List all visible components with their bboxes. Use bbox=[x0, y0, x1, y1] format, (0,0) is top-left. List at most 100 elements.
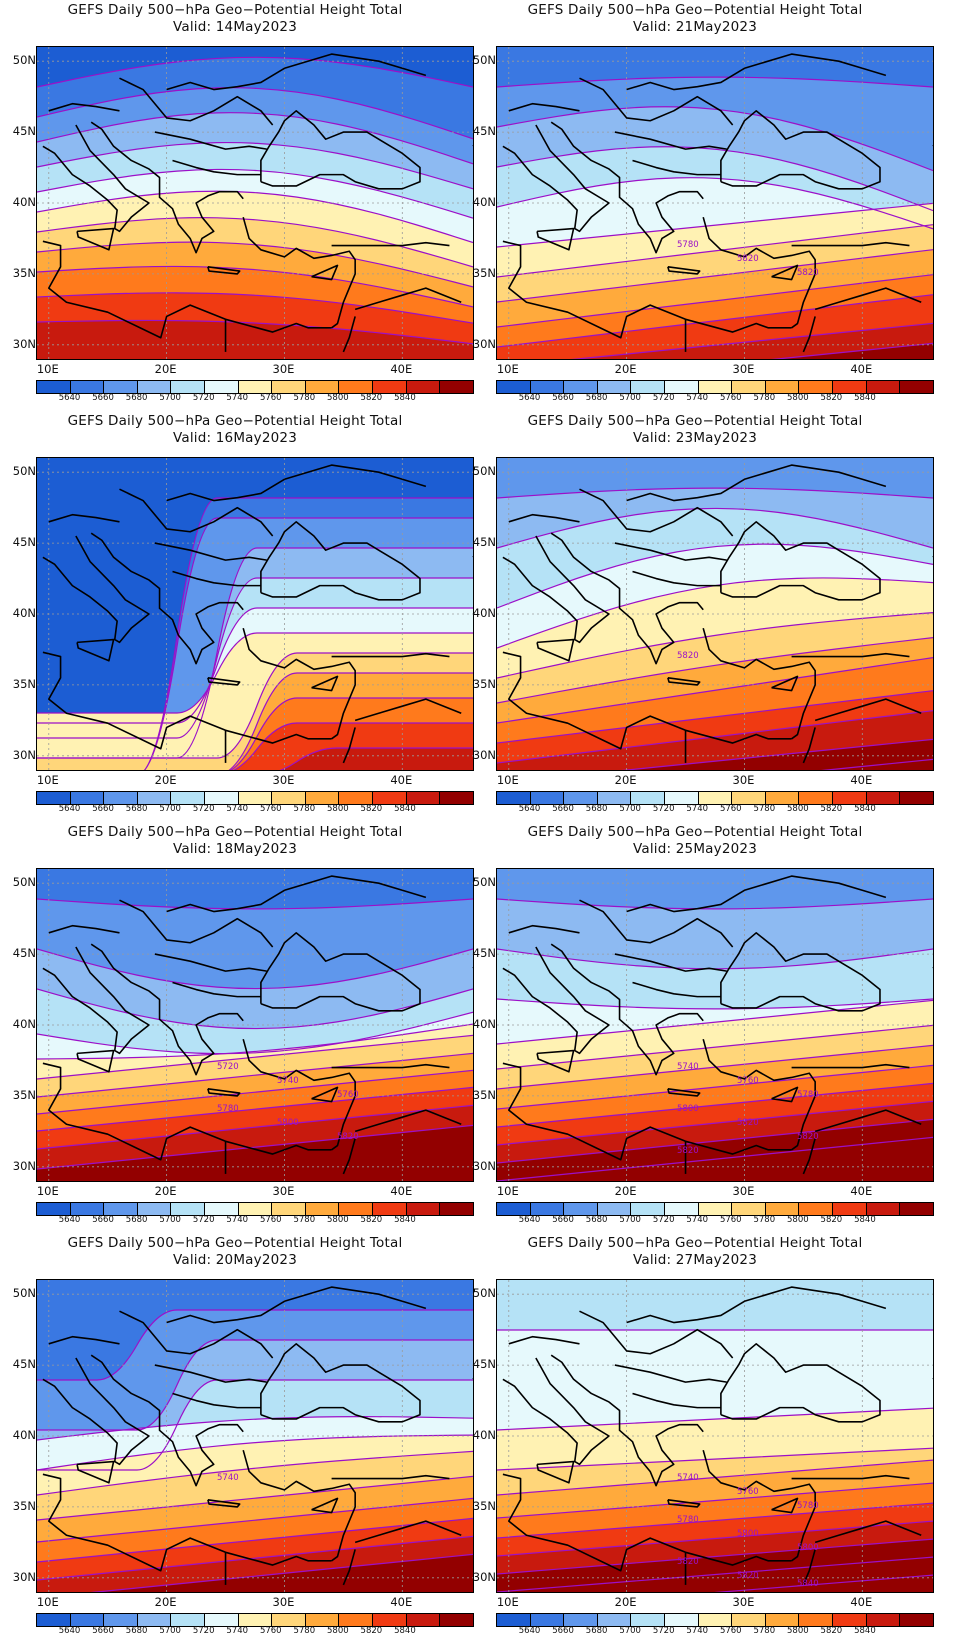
contour-label: 5720 bbox=[217, 1062, 239, 1072]
colorbar bbox=[36, 380, 474, 394]
coastline bbox=[536, 1049, 575, 1073]
coastline bbox=[154, 542, 267, 561]
colorbar-swatch bbox=[900, 1203, 933, 1215]
contour-line bbox=[37, 1450, 473, 1496]
map-area: 5780 5820 5820 bbox=[496, 46, 934, 360]
contour-line bbox=[497, 224, 933, 278]
contour-line bbox=[230, 697, 473, 770]
colorbar-swatch bbox=[205, 381, 239, 393]
colorbar-swatch bbox=[104, 381, 138, 393]
lat-tick-label: 45N bbox=[472, 124, 496, 139]
contour-line bbox=[620, 738, 933, 770]
coastline bbox=[720, 932, 881, 1012]
contour-line bbox=[279, 747, 473, 770]
contour-line bbox=[37, 1497, 473, 1543]
map-area: 5740 5760 5780 5780 5800 5800 5820 5820 5840 bbox=[496, 1279, 934, 1593]
colorbar-swatch bbox=[833, 792, 867, 804]
coastline bbox=[536, 227, 575, 251]
contour-line bbox=[497, 1482, 933, 1519]
colorbar-swatch bbox=[171, 1614, 206, 1626]
colorbar-swatch bbox=[272, 1203, 306, 1215]
colorbar-swatch bbox=[272, 381, 306, 393]
colorbar-swatch bbox=[597, 1614, 632, 1626]
lat-tick-label: 50N bbox=[12, 875, 36, 890]
colorbar-label: 5780 bbox=[753, 1215, 776, 1225]
colorbar-swatch bbox=[833, 381, 867, 393]
colorbar-label: 5660 bbox=[552, 393, 574, 403]
contour-label: 5780 bbox=[677, 240, 699, 250]
contour-line bbox=[37, 988, 473, 1030]
coastline bbox=[614, 542, 727, 561]
colorbar-label: 5660 bbox=[552, 804, 574, 814]
coastline bbox=[579, 899, 734, 948]
colorbar-swatch bbox=[530, 792, 565, 804]
coastline bbox=[207, 266, 241, 275]
coastline bbox=[702, 216, 816, 329]
coastline bbox=[331, 1474, 450, 1480]
contour-label: 5760 bbox=[737, 1487, 759, 1497]
coastline bbox=[354, 1109, 462, 1133]
contour-line bbox=[820, 758, 933, 770]
colorbar-swatch bbox=[406, 1614, 441, 1626]
contour-line bbox=[497, 1502, 933, 1539]
colorbar-swatch bbox=[698, 1203, 733, 1215]
colorbar-swatch bbox=[665, 381, 699, 393]
panel-title: GEFS Daily 500−hPa Geo−Potential Height … bbox=[67, 1235, 403, 1268]
colorbar-label: 5780 bbox=[293, 1626, 316, 1636]
coastline bbox=[814, 1520, 922, 1544]
colorbar-label: 5760 bbox=[259, 1626, 282, 1636]
colorbar-swatch bbox=[597, 1203, 632, 1215]
colorbar-swatch bbox=[497, 1203, 531, 1215]
contour-line bbox=[497, 1447, 933, 1471]
colorbar-label: 5760 bbox=[259, 393, 282, 403]
coastline bbox=[771, 1497, 799, 1514]
panel-21may: GEFS Daily 500−hPa Geo−Potential Height … bbox=[460, 0, 934, 406]
contour-line bbox=[37, 1416, 473, 1441]
contour-line bbox=[497, 1136, 933, 1181]
coastline bbox=[90, 532, 244, 665]
coastline bbox=[331, 652, 450, 658]
coastline bbox=[626, 464, 887, 502]
panel-16may: GEFS Daily 500−hPa Geo−Potential Height … bbox=[0, 411, 474, 817]
coastline bbox=[502, 124, 610, 233]
panel-14may: GEFS Daily 500−hPa Geo−Potential Height … bbox=[0, 0, 474, 406]
colorbar-swatch bbox=[597, 792, 632, 804]
colorbar-label: 5820 bbox=[820, 393, 843, 403]
colorbar-label: 5820 bbox=[360, 804, 383, 814]
colorbar-swatch bbox=[37, 1203, 71, 1215]
lat-tick-label: 45N bbox=[12, 124, 36, 139]
colorbar-label: 5780 bbox=[753, 804, 776, 814]
colorbar-swatch bbox=[373, 1203, 407, 1215]
lat-tick-label: 35N bbox=[472, 676, 496, 691]
contour-line bbox=[233, 722, 473, 770]
colorbar-label: 5660 bbox=[92, 1626, 114, 1636]
coastline bbox=[42, 1357, 150, 1466]
coastline bbox=[550, 121, 704, 254]
lat-tick-label: 35N bbox=[472, 1498, 496, 1513]
lat-tick-label: 30N bbox=[472, 336, 496, 351]
coastline bbox=[166, 1286, 427, 1324]
colorbar-label: 5680 bbox=[125, 1626, 148, 1636]
colorbar-label: 5660 bbox=[92, 393, 114, 403]
colorbar-label: 5840 bbox=[394, 1215, 416, 1225]
colorbar-swatch bbox=[866, 1203, 901, 1215]
coastline bbox=[791, 1063, 910, 1069]
colorbar-label: 5680 bbox=[585, 1626, 608, 1636]
contour-line bbox=[497, 577, 933, 649]
contour-line bbox=[37, 1034, 473, 1080]
colorbar-swatch bbox=[70, 792, 105, 804]
contour-line bbox=[497, 1100, 933, 1146]
colorbar-swatch bbox=[866, 792, 901, 804]
coastline bbox=[614, 131, 727, 150]
colorbar-swatch bbox=[631, 1203, 666, 1215]
lat-tick-label: 45N bbox=[472, 946, 496, 961]
colorbar-swatch bbox=[765, 792, 800, 804]
colorbar-label: 5640 bbox=[518, 1626, 541, 1636]
colorbar bbox=[36, 1613, 474, 1627]
panel-title: GEFS Daily 500−hPa Geo−Potential Height … bbox=[527, 1235, 863, 1268]
colorbar-swatch bbox=[373, 792, 407, 804]
coastline bbox=[311, 264, 339, 281]
lat-tick-label: 50N bbox=[12, 1286, 36, 1301]
colorbar-label: 5720 bbox=[652, 804, 675, 814]
colorbar-label: 5720 bbox=[192, 804, 215, 814]
